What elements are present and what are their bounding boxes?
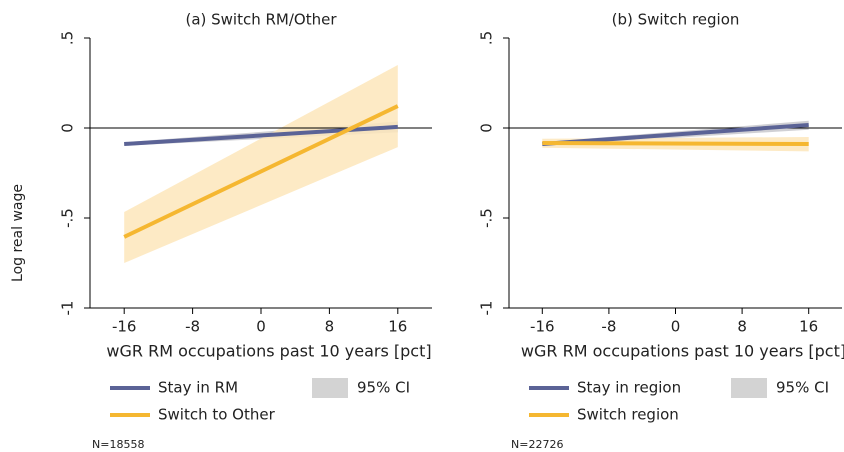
legend-label: Stay in region bbox=[577, 379, 681, 397]
x-tick-label: 16 bbox=[388, 318, 407, 336]
y-tick-label: 0 bbox=[59, 123, 77, 133]
x-tick-label: 0 bbox=[671, 318, 681, 336]
x-tick-label: -8 bbox=[185, 318, 200, 336]
y-axis-label: Log real wage bbox=[10, 184, 26, 282]
x-tick-label: -16 bbox=[112, 318, 137, 336]
y-tick-label: .5 bbox=[59, 31, 77, 45]
legend-swatch bbox=[312, 378, 348, 398]
series-line bbox=[542, 140, 809, 147]
legend-label: Switch to Other bbox=[158, 406, 276, 424]
y-tick-label: -1 bbox=[478, 301, 496, 316]
x-tick-label: -8 bbox=[601, 318, 616, 336]
x-axis-label: wGR RM occupations past 10 years [pct] bbox=[521, 342, 844, 361]
legend-label: 95% CI bbox=[357, 379, 410, 397]
x-tick-label: 0 bbox=[256, 318, 266, 336]
y-tick-label: -.5 bbox=[478, 208, 496, 228]
x-tick-label: 16 bbox=[799, 318, 818, 336]
x-tick-label: 8 bbox=[325, 318, 335, 336]
legend-label: Stay in RM bbox=[158, 379, 238, 397]
ci-band bbox=[124, 65, 398, 263]
x-tick-label: 8 bbox=[737, 318, 747, 336]
x-axis-label: wGR RM occupations past 10 years [pct] bbox=[106, 342, 431, 361]
series-line bbox=[542, 122, 809, 147]
y-tick-label: -.5 bbox=[59, 208, 77, 228]
note: N=22726 bbox=[511, 438, 563, 451]
note: N=18558 bbox=[92, 438, 144, 451]
legend-label: 95% CI bbox=[776, 379, 829, 397]
y-tick-label: -1 bbox=[59, 301, 77, 316]
legend-swatch bbox=[731, 378, 767, 398]
chart-title: (a) Switch RM/Other bbox=[185, 11, 337, 29]
legend-label: Switch region bbox=[577, 406, 679, 424]
series-line bbox=[123, 104, 399, 239]
y-tick-label: .5 bbox=[478, 31, 496, 45]
x-tick-label: -16 bbox=[530, 318, 555, 336]
chart-title: (b) Switch region bbox=[612, 11, 740, 29]
y-tick-label: 0 bbox=[478, 123, 496, 133]
